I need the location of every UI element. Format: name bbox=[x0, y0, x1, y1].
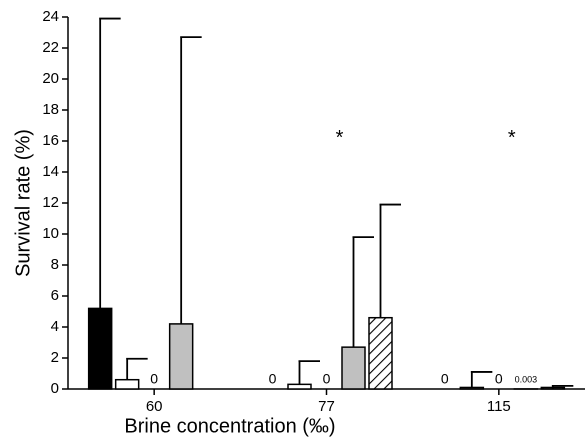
value-label: 0.003 bbox=[515, 374, 538, 384]
y-tick-label: 24 bbox=[42, 8, 59, 25]
error-bar bbox=[298, 360, 320, 385]
bar bbox=[459, 386, 485, 390]
value-label: 0 bbox=[150, 371, 158, 387]
y-tick-label: 10 bbox=[42, 225, 59, 242]
bar bbox=[114, 378, 140, 390]
y-tick-label: 0 bbox=[51, 380, 59, 397]
annotation: * bbox=[336, 127, 344, 149]
y-tick-label: 4 bbox=[51, 318, 59, 335]
x-tick-label: 60 bbox=[146, 398, 163, 415]
y-tick-label: 8 bbox=[51, 256, 59, 273]
error-bar bbox=[551, 385, 574, 388]
error-bar bbox=[126, 357, 148, 380]
y-axis-title: Survival rate (%) bbox=[12, 129, 34, 277]
y-tick-label: 20 bbox=[42, 70, 59, 87]
error-bar bbox=[180, 36, 202, 324]
y-tick-label: 18 bbox=[42, 101, 59, 118]
value-label: 0 bbox=[495, 371, 503, 387]
bar bbox=[540, 386, 566, 390]
y-tick-label: 12 bbox=[42, 194, 59, 211]
y-tick-label: 6 bbox=[51, 287, 59, 304]
error-bar bbox=[470, 371, 493, 388]
value-label: 0 bbox=[323, 371, 331, 387]
y-tick-label: 16 bbox=[42, 132, 59, 149]
x-tick-label: 77 bbox=[318, 398, 335, 415]
y-tick-label: 22 bbox=[42, 39, 59, 56]
x-tick-label: 115 bbox=[487, 398, 511, 415]
error-bar bbox=[352, 236, 374, 348]
value-label: 0 bbox=[441, 371, 449, 387]
y-tick-label: 2 bbox=[51, 349, 59, 366]
bar bbox=[341, 346, 366, 390]
bar bbox=[87, 307, 113, 390]
y-tick-label: 14 bbox=[42, 163, 59, 180]
error-bar bbox=[99, 17, 121, 309]
bar bbox=[168, 323, 194, 390]
bar bbox=[368, 316, 393, 390]
value-label: 0 bbox=[269, 371, 277, 387]
x-axis-title: Brine concentration (‰) bbox=[124, 415, 335, 437]
error-bar bbox=[379, 203, 401, 318]
annotation: * bbox=[508, 127, 516, 149]
bar bbox=[287, 383, 312, 390]
